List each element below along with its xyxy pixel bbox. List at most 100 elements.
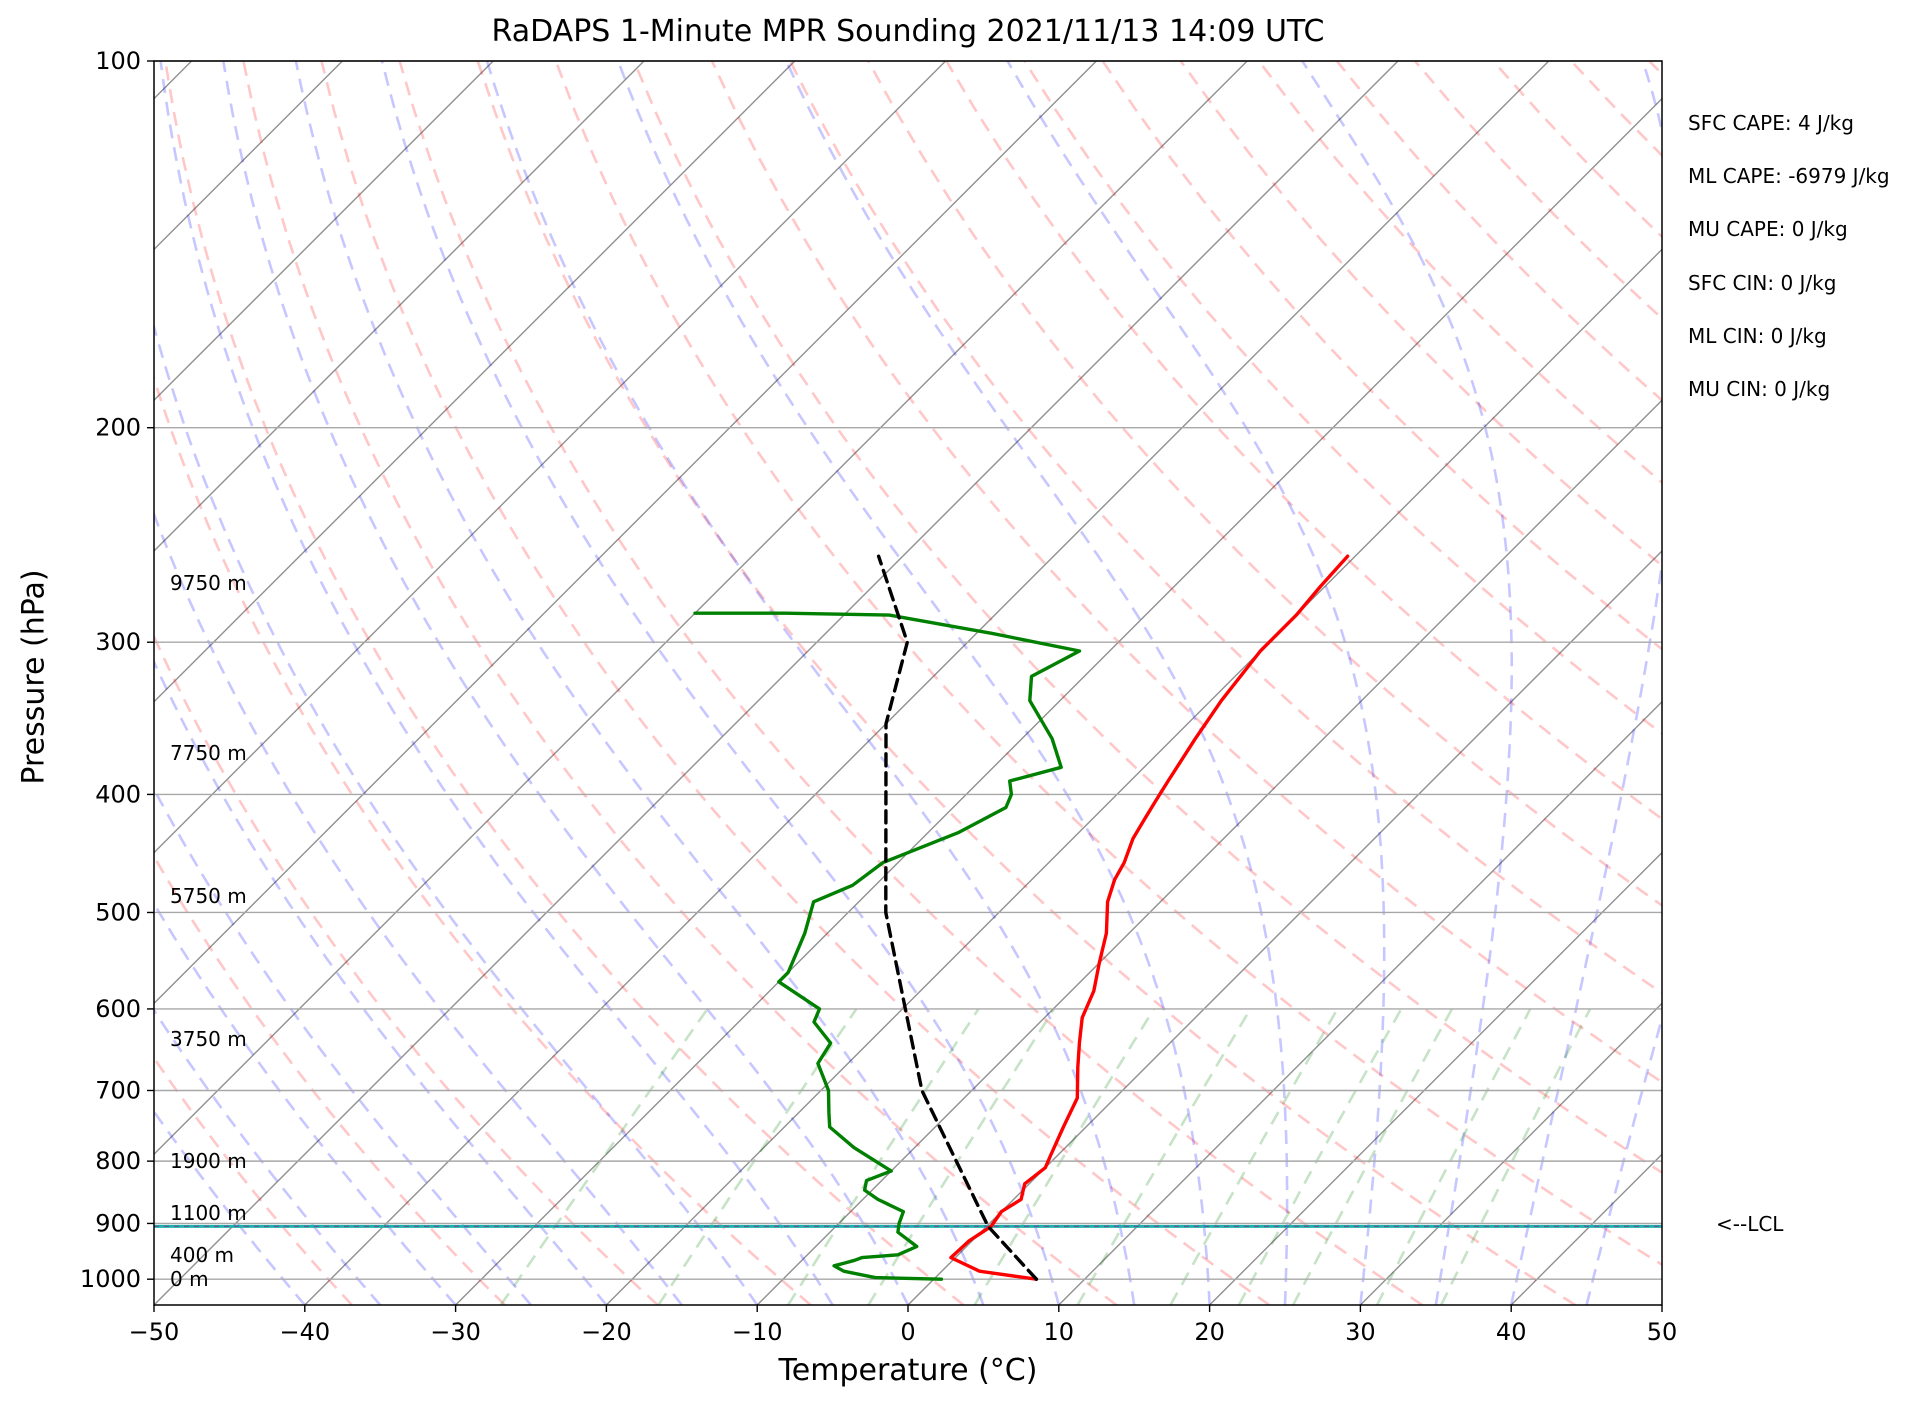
dry-adiabat-line bbox=[1648, 61, 1662, 76]
mu-cin-label: MU CIN: 0 J/kg bbox=[1688, 377, 1831, 401]
isotherm-line bbox=[1058, 700, 1662, 1305]
mixing-ratio-line bbox=[786, 1008, 980, 1305]
height-label: 9750 m bbox=[170, 570, 247, 595]
isotherm-line bbox=[154, 61, 796, 703]
parcel-profile-line bbox=[876, 554, 1039, 1281]
height-label: 1900 m bbox=[170, 1149, 247, 1174]
x-tick-label: −50 bbox=[129, 1318, 180, 1346]
dry-adiabat-line bbox=[632, 61, 1662, 1175]
height-label: 400 m bbox=[170, 1242, 235, 1267]
moist-adiabat-line bbox=[1660, 1300, 1662, 1305]
y-tick-label: 900 bbox=[95, 1209, 141, 1237]
x-tick-label: −20 bbox=[581, 1318, 632, 1346]
dry-adiabat-line bbox=[154, 633, 659, 1305]
reference-lines bbox=[154, 61, 1922, 1305]
x-axis-label: Temperature (°C) bbox=[778, 1353, 1038, 1388]
isotherm-line bbox=[1359, 1002, 1662, 1305]
isotherm-line bbox=[1813, 61, 1922, 1305]
dry-adiabat-line bbox=[710, 61, 1662, 1084]
mixing-ratio-line bbox=[1169, 1008, 1339, 1305]
x-tick-label: −30 bbox=[430, 1318, 481, 1346]
isobar-gridlines bbox=[154, 60, 1662, 1280]
moist-adiabat-line bbox=[294, 61, 985, 1305]
isotherm-line bbox=[154, 61, 1399, 1305]
isotherm-line bbox=[1510, 1153, 1662, 1305]
dry-adiabat-line bbox=[1570, 61, 1662, 158]
isotherm-line bbox=[605, 248, 1662, 1305]
dry-adiabat-line bbox=[154, 1055, 353, 1305]
mu-cape-label: MU CAPE: 0 J/kg bbox=[1688, 217, 1848, 241]
height-label: 3750 m bbox=[170, 1026, 247, 1051]
isotherm-line bbox=[154, 61, 494, 402]
y-tick-label: 1000 bbox=[80, 1265, 141, 1293]
dry-adiabat-line bbox=[1884, 61, 1922, 1305]
mixing-ratio-line bbox=[1375, 1008, 1532, 1305]
dry-adiabat-line bbox=[476, 61, 1576, 1305]
plot-frame bbox=[153, 60, 1663, 1306]
sfc-cape-label: SFC CAPE: 4 J/kg bbox=[1688, 111, 1854, 135]
dry-adiabat-line bbox=[1023, 61, 1662, 736]
y-axis-label: Pressure (hPa) bbox=[16, 569, 52, 785]
mixing-ratio-line bbox=[657, 1008, 858, 1305]
mixing-ratio-line bbox=[499, 1008, 709, 1305]
dry-adiabat-line bbox=[242, 61, 1118, 1305]
dry-adiabat-line bbox=[1806, 61, 1922, 1305]
dry-adiabat-line bbox=[1728, 61, 1922, 1305]
moist-adiabat-line bbox=[154, 321, 759, 1305]
moist-adiabat-line bbox=[485, 61, 1136, 1305]
mixing-ratio-line bbox=[973, 1008, 1156, 1305]
dry-adiabat-line bbox=[1492, 61, 1662, 239]
x-tick-label: −40 bbox=[279, 1318, 330, 1346]
mixing-ratio-line bbox=[1291, 1008, 1454, 1305]
y-tick-label: 400 bbox=[95, 780, 141, 808]
y-tick-label: 300 bbox=[95, 628, 141, 656]
lcl-label: <--LCL bbox=[1716, 1212, 1784, 1236]
height-label: 0 m bbox=[170, 1267, 209, 1292]
isotherm-line bbox=[907, 550, 1662, 1305]
data-series bbox=[154, 554, 1662, 1281]
x-tick-label: −10 bbox=[732, 1318, 783, 1346]
y-tick-label: 500 bbox=[95, 898, 141, 926]
dry-adiabat-line bbox=[1414, 61, 1662, 321]
moist-adiabat-line bbox=[616, 61, 1211, 1305]
mixing-ratio-line bbox=[1237, 1008, 1403, 1305]
height-label: 5750 m bbox=[170, 884, 247, 909]
sfc-cin-label: SFC CIN: 0 J/kg bbox=[1688, 271, 1837, 295]
y-tick-label: 700 bbox=[95, 1076, 141, 1104]
moist-adiabat-line bbox=[1301, 61, 1513, 1305]
y-tick-label: 100 bbox=[95, 47, 141, 75]
isotherm-line bbox=[1209, 851, 1662, 1305]
dry-adiabat-line bbox=[1257, 61, 1662, 485]
dewpoint-line bbox=[693, 611, 1082, 1281]
mixing-ratio-line bbox=[1076, 1008, 1252, 1305]
mixing-ratio-line bbox=[1440, 1008, 1592, 1305]
isotherm-line bbox=[304, 61, 1550, 1305]
ml-cape-label: ML CAPE: -6979 J/kg bbox=[1688, 164, 1890, 188]
moist-adiabat-line bbox=[380, 61, 1061, 1305]
moist-adiabat-line bbox=[1006, 61, 1386, 1305]
height-label: 1100 m bbox=[170, 1200, 247, 1225]
moist-adiabat-line bbox=[1509, 61, 1662, 1305]
isotherm-line bbox=[154, 61, 645, 552]
y-tick-label: 600 bbox=[95, 995, 141, 1023]
chart-title: RaDAPS 1-Minute MPR Sounding 2021/11/13 … bbox=[491, 14, 1325, 49]
moist-adiabat-line bbox=[159, 61, 834, 1305]
x-tick-label: 10 bbox=[1044, 1318, 1075, 1346]
x-tick-label: 30 bbox=[1345, 1318, 1376, 1346]
isotherm-line bbox=[154, 61, 1248, 1156]
moist-adiabat-line bbox=[1585, 1013, 1662, 1305]
dry-adiabat-line bbox=[554, 61, 1662, 1267]
ml-cin-label: ML CIN: 0 J/kg bbox=[1688, 324, 1827, 348]
moist-adiabat-line bbox=[154, 510, 683, 1305]
temperature-line bbox=[949, 554, 1350, 1281]
x-tick-label: 20 bbox=[1194, 1318, 1225, 1346]
dry-adiabat-line bbox=[945, 61, 1662, 821]
x-tick-label: 40 bbox=[1496, 1318, 1527, 1346]
isotherm-line bbox=[154, 61, 1097, 1005]
dry-adiabat-line bbox=[398, 61, 1424, 1305]
mixing-ratio-line bbox=[867, 1008, 1056, 1305]
isotherm-line bbox=[455, 97, 1662, 1305]
isotherm-line bbox=[756, 399, 1662, 1305]
